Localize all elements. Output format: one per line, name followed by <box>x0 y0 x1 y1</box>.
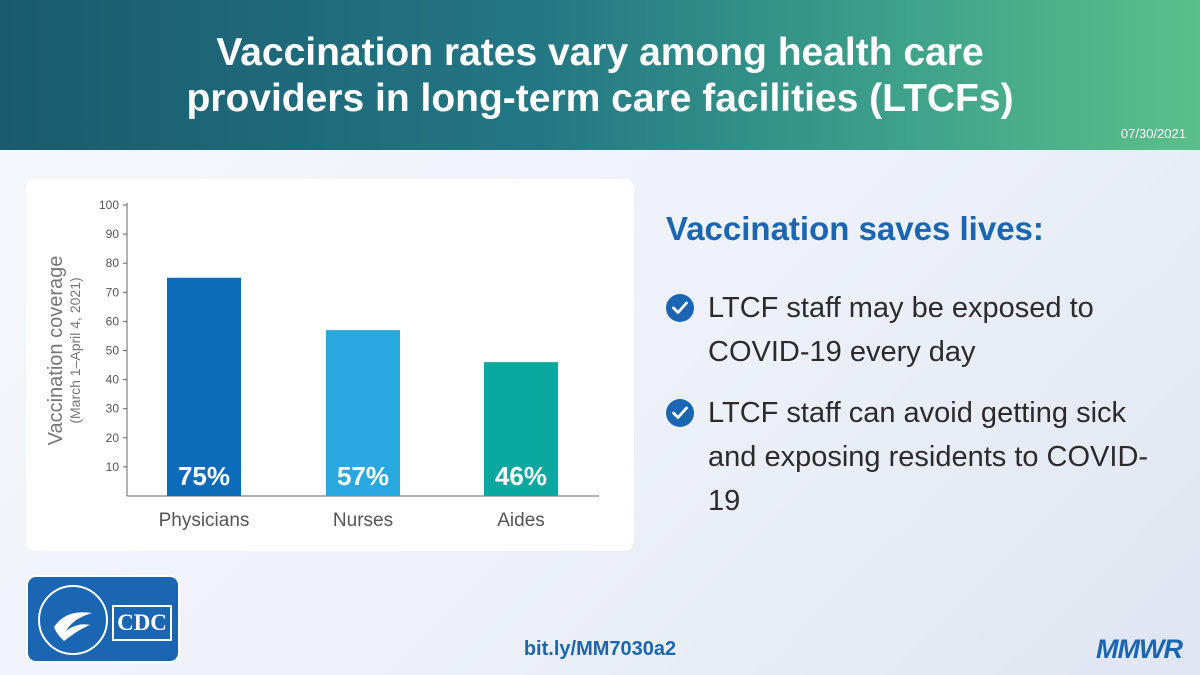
publication-date: 07/30/2021 <box>1120 126 1186 141</box>
title-line-1: Vaccination rates vary among health care <box>216 31 984 74</box>
mmwr-logo: MMWR <box>1096 634 1183 664</box>
checkmark-icon <box>666 399 694 427</box>
y-tick-label: 50 <box>106 344 120 358</box>
title-line-2: providers in long-term care facilities (… <box>186 77 1014 120</box>
y-tick-label: 100 <box>99 198 119 212</box>
hhs-cdc-logo: CDC <box>26 575 180 663</box>
y-tick-label: 60 <box>106 314 120 328</box>
bar-chart: 10 20 30 40 50 60 70 80 90 100 75% Physicians 57% Nur… <box>45 198 599 531</box>
x-category-label: Nurses <box>333 510 393 531</box>
hhs-seal-icon <box>38 585 108 655</box>
x-category-label: Physicians <box>159 510 250 531</box>
y-tick-label: 70 <box>106 285 120 299</box>
bar-data-label: 75% <box>178 461 230 491</box>
header-banner: Vaccination rates vary among health care… <box>0 0 1200 150</box>
y-tick-label: 20 <box>106 431 120 445</box>
y-tick-label: 40 <box>106 373 120 387</box>
key-message-title: Vaccination saves lives: <box>666 210 1044 247</box>
source-link[interactable]: bit.ly/MM7030a2 <box>523 638 677 660</box>
page-title: Vaccination rates vary among health care… <box>0 30 1200 122</box>
bar-data-label: 57% <box>337 461 389 491</box>
key-message-text: LTCF staff can avoid getting sick and ex… <box>708 397 1149 517</box>
bar-physicians <box>167 277 241 496</box>
y-tick-label: 90 <box>106 227 120 241</box>
key-message-item: LTCF staff can avoid getting sick and ex… <box>666 391 1176 523</box>
key-message-text: LTCF staff may be exposed to COVID-19 ev… <box>708 292 1094 368</box>
y-tick-label: 80 <box>106 256 120 270</box>
y-tick-label: 30 <box>106 402 120 416</box>
bar-nurses <box>326 330 400 496</box>
y-axis-title: Vaccination coverage <box>45 256 67 446</box>
y-tick-label: 10 <box>106 460 120 474</box>
key-message-list: LTCF staff may be exposed to COVID-19 ev… <box>666 286 1176 540</box>
bar-data-label: 46% <box>495 461 547 491</box>
bar-aides <box>484 362 558 496</box>
x-category-label: Aides <box>497 510 545 531</box>
checkmark-icon <box>666 294 694 322</box>
y-axis-subtitle: (March 1–April 4, 2021) <box>67 277 83 423</box>
chart-card: 10 20 30 40 50 60 70 80 90 100 75% Physicians 57% Nur… <box>26 179 634 551</box>
key-message-item: LTCF staff may be exposed to COVID-19 ev… <box>666 286 1176 374</box>
cdc-logo: CDC <box>112 605 172 641</box>
